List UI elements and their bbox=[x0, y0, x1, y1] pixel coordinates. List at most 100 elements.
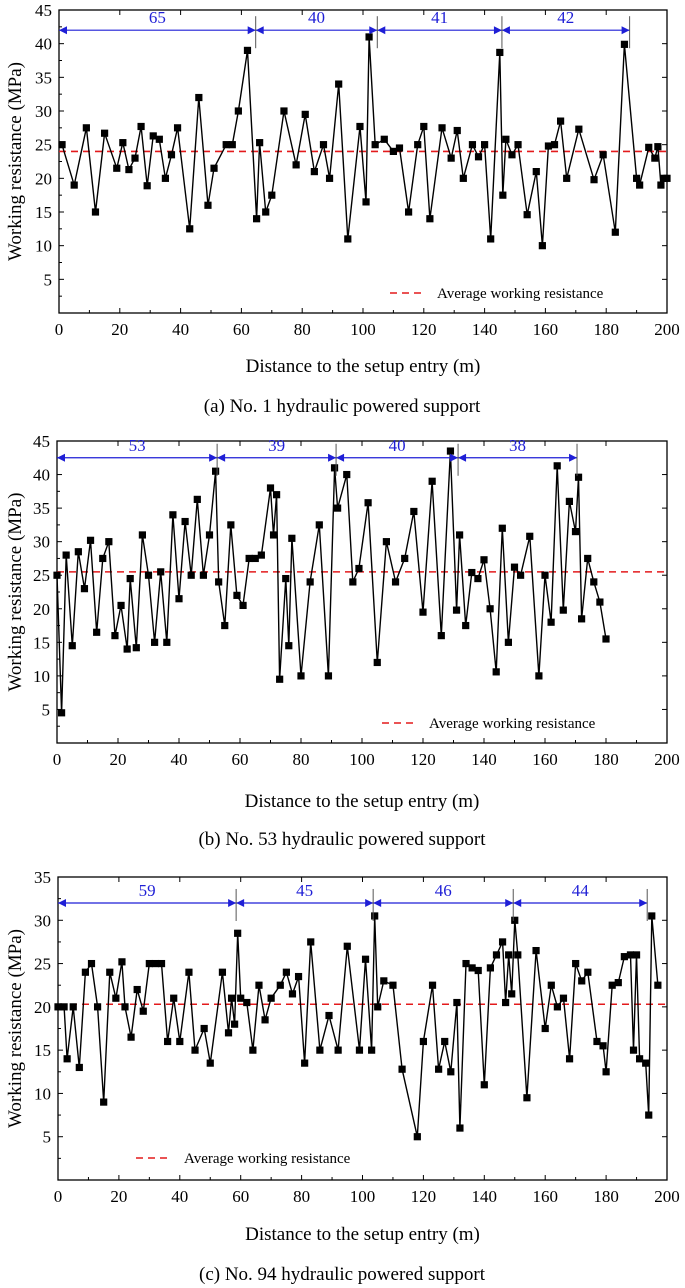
data-point bbox=[508, 990, 516, 998]
legend-label: Average working resistance bbox=[429, 716, 596, 732]
interval-arrowhead-left bbox=[336, 453, 345, 462]
interval-arrowhead-right bbox=[505, 898, 514, 907]
data-point bbox=[105, 538, 113, 546]
data-point bbox=[330, 464, 339, 472]
data-point bbox=[176, 1037, 184, 1046]
data-point bbox=[492, 951, 501, 959]
data-point bbox=[541, 1024, 549, 1033]
data-point bbox=[117, 601, 125, 610]
data-point bbox=[559, 606, 567, 614]
x-tick-label: 60 bbox=[233, 320, 250, 339]
data-point bbox=[480, 556, 488, 564]
y-tick-label: 40 bbox=[33, 466, 50, 485]
data-point bbox=[205, 531, 214, 539]
interval-label: 39 bbox=[268, 436, 285, 455]
data-point bbox=[218, 968, 227, 976]
data-point bbox=[517, 571, 525, 579]
data-point bbox=[210, 164, 218, 172]
data-point bbox=[380, 135, 388, 143]
data-point bbox=[428, 477, 436, 485]
data-point bbox=[657, 181, 665, 189]
data-point bbox=[453, 126, 461, 135]
x-tick-label: 200 bbox=[654, 750, 680, 769]
data-point bbox=[480, 1081, 488, 1089]
interval-arrowhead-left bbox=[373, 898, 382, 907]
y-tick-label: 20 bbox=[33, 600, 50, 619]
data-point bbox=[446, 447, 455, 455]
y-tick-label: 20 bbox=[34, 998, 51, 1017]
x-tick-label: 0 bbox=[54, 1187, 63, 1206]
y-tick-label: 15 bbox=[34, 1041, 51, 1060]
data-point bbox=[355, 1046, 364, 1054]
data-point bbox=[143, 182, 151, 190]
data-point bbox=[654, 143, 662, 151]
data-point bbox=[614, 979, 622, 987]
data-point bbox=[301, 1059, 309, 1067]
data-point bbox=[608, 981, 616, 989]
data-point bbox=[565, 1055, 574, 1063]
data-point bbox=[462, 621, 470, 630]
data-point bbox=[435, 1065, 443, 1073]
interval-arrowhead-right bbox=[228, 898, 237, 907]
data-point bbox=[310, 168, 318, 176]
data-point bbox=[74, 548, 82, 556]
data-point bbox=[70, 181, 78, 189]
data-point bbox=[60, 1003, 68, 1011]
x-tick-label: 100 bbox=[350, 1187, 376, 1206]
interval-arrowhead-right bbox=[365, 898, 374, 907]
data-point bbox=[151, 638, 159, 646]
y-tick-label: 15 bbox=[33, 633, 50, 652]
data-point bbox=[441, 1037, 449, 1046]
interval-arrowhead-right bbox=[621, 26, 630, 35]
data-point bbox=[382, 538, 390, 546]
data-point bbox=[267, 994, 275, 1002]
series-line bbox=[56, 450, 607, 714]
data-point bbox=[200, 1024, 208, 1033]
data-point bbox=[438, 124, 446, 132]
y-tick-label: 35 bbox=[35, 68, 52, 87]
data-point bbox=[185, 968, 193, 976]
interval-arrowhead-right bbox=[209, 453, 218, 462]
data-point bbox=[151, 959, 160, 968]
data-point bbox=[82, 124, 90, 132]
data-point bbox=[212, 467, 220, 475]
y-tick-label: 20 bbox=[35, 169, 52, 188]
x-tick-label: 20 bbox=[110, 1187, 127, 1206]
data-point bbox=[487, 235, 495, 243]
data-point bbox=[578, 615, 586, 623]
data-point bbox=[498, 938, 507, 946]
data-point bbox=[161, 174, 169, 182]
data-point bbox=[93, 1003, 102, 1011]
data-point bbox=[91, 208, 100, 216]
data-point bbox=[316, 1046, 324, 1054]
x-tick-label: 120 bbox=[411, 1187, 437, 1206]
data-point bbox=[355, 564, 363, 573]
interval-label: 53 bbox=[129, 436, 146, 455]
x-tick-label: 140 bbox=[472, 1187, 498, 1206]
data-point bbox=[636, 181, 644, 189]
data-point bbox=[118, 958, 126, 966]
figure-caption: (b) No. 53 hydraulic powered support bbox=[198, 829, 486, 850]
interval-arrowhead-left bbox=[59, 26, 67, 35]
data-point bbox=[167, 151, 176, 159]
data-point bbox=[523, 211, 531, 219]
data-point bbox=[292, 161, 300, 169]
data-point bbox=[126, 574, 134, 583]
data-point bbox=[349, 578, 357, 586]
interval-label: 45 bbox=[296, 881, 313, 900]
data-point bbox=[590, 176, 598, 184]
data-point bbox=[164, 1037, 172, 1046]
y-tick-label: 45 bbox=[35, 1, 52, 20]
interval-label: 38 bbox=[509, 436, 526, 455]
data-point bbox=[99, 554, 107, 563]
data-point bbox=[173, 124, 182, 132]
data-point bbox=[319, 141, 328, 149]
data-point bbox=[100, 1098, 108, 1106]
data-point bbox=[121, 1003, 129, 1011]
x-tick-label: 40 bbox=[172, 320, 189, 339]
x-tick-label: 120 bbox=[411, 320, 437, 339]
data-point bbox=[492, 668, 500, 676]
data-point bbox=[325, 174, 334, 182]
data-point bbox=[123, 645, 131, 653]
data-point bbox=[535, 672, 543, 680]
